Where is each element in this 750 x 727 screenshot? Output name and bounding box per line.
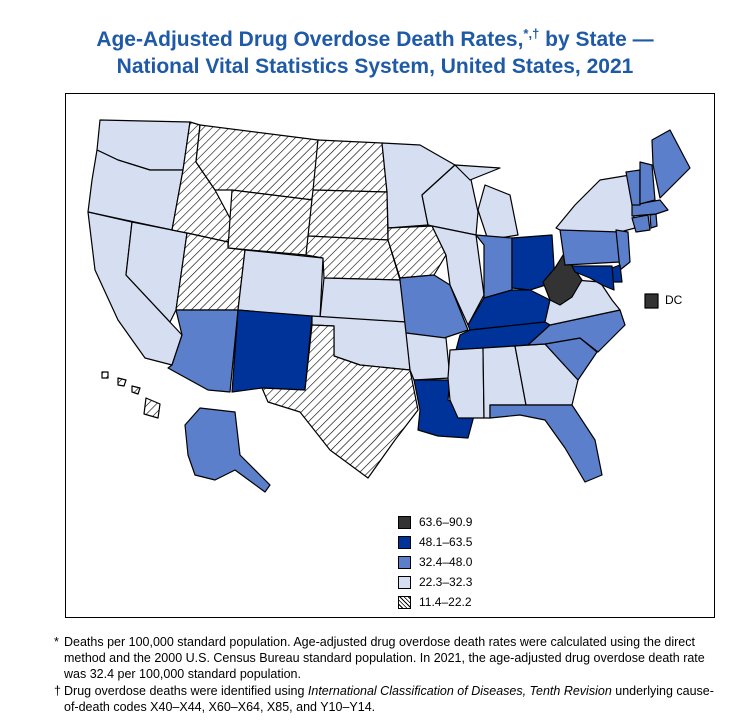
state-TX (261, 324, 419, 479)
map-title: Age-Adjusted Drug Overdose Death Rates,*… (0, 20, 750, 80)
dc-label: DC (665, 293, 683, 307)
legend-row: 48.1–63.5 (398, 532, 472, 552)
state-MS (447, 347, 485, 419)
state-ND (312, 139, 388, 193)
legend-label: 32.4–48.0 (419, 555, 473, 569)
state-PA (559, 227, 621, 266)
state-DC (644, 293, 659, 309)
state-NH (639, 161, 656, 205)
state-NJ (615, 229, 631, 271)
state-FL (489, 404, 603, 483)
state-CT (631, 214, 651, 233)
footnote-1-text: Deaths per 100,000 standard population. … (64, 635, 705, 681)
legend-swatch (398, 535, 411, 549)
state-MD (571, 265, 615, 291)
title-line1-end: by State — (539, 28, 654, 51)
footnote-1: * Deaths per 100,000 standard population… (54, 634, 724, 682)
state-ME (651, 129, 691, 199)
legend-row: 11.4–22.2 (398, 592, 472, 612)
state-WY (227, 189, 314, 256)
state-AZ (167, 309, 239, 393)
state-MO (399, 274, 469, 339)
legend: 63.6–90.9 48.1–63.5 32.4–48.0 22.3–32.3 … (398, 512, 472, 612)
footnote-2-italic: International Classification of Diseases… (307, 684, 612, 698)
title-line1: Age-Adjusted Drug Overdose Death Rates, (96, 28, 524, 51)
state-HI (101, 371, 161, 419)
map-frame (65, 93, 715, 618)
state-NM (231, 309, 313, 393)
legend-swatch (398, 595, 411, 609)
legend-label: 63.6–90.9 (419, 515, 473, 529)
footnote-2: † Drug overdose deaths were identified u… (54, 683, 724, 715)
state-KS (319, 277, 407, 323)
state-RI (649, 213, 658, 229)
legend-row: 63.6–90.9 (398, 512, 472, 532)
footnote-2-pre: Drug overdose deaths were identified usi… (64, 684, 308, 698)
state-AR (405, 332, 451, 381)
legend-label: 48.1–63.5 (419, 535, 473, 549)
title-line2: National Vital Statistics System, United… (116, 55, 634, 78)
footnote-2-post: underlying cause-of-death codes X40–X44,… (64, 684, 714, 714)
state-AK (184, 407, 271, 493)
footnote-2-mark: † (54, 684, 61, 698)
state-OH (511, 234, 556, 291)
legend-row: 22.3–32.3 (398, 572, 472, 592)
legend-swatch (398, 515, 411, 529)
legend-swatch (398, 555, 411, 569)
legend-label: 22.3–32.3 (419, 575, 473, 589)
footnote-1-mark: * (54, 635, 59, 649)
state-SD (307, 189, 389, 241)
state-NY (555, 174, 636, 233)
state-MT (195, 124, 319, 201)
state-CO (237, 249, 324, 319)
legend-label: 11.4–22.2 (419, 595, 472, 609)
title-marks: *,† (523, 26, 540, 41)
state-VT (625, 169, 641, 206)
legend-swatch (398, 575, 411, 589)
legend-row: 32.4–48.0 (398, 552, 472, 572)
